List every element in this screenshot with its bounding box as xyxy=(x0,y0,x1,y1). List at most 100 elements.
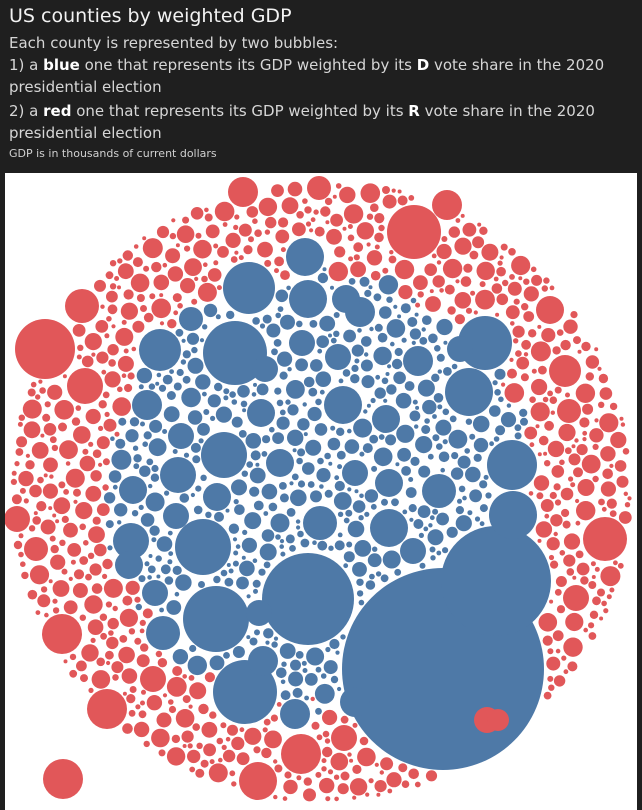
bubble-d[interactable] xyxy=(418,532,424,538)
bubble-d[interactable] xyxy=(427,453,434,460)
bubble-r[interactable] xyxy=(25,453,30,458)
bubble-r[interactable] xyxy=(35,610,41,615)
bubble-r[interactable] xyxy=(537,324,542,329)
bubble-d[interactable] xyxy=(249,467,266,484)
bubble-r[interactable] xyxy=(444,284,455,295)
bubble-d[interactable] xyxy=(146,458,154,466)
bubble-d[interactable] xyxy=(422,399,437,415)
bubble-r[interactable] xyxy=(493,276,499,282)
bubble-d[interactable] xyxy=(303,506,337,540)
bubble-r[interactable] xyxy=(143,265,150,272)
bubble-d[interactable] xyxy=(117,520,122,525)
bubble-r[interactable] xyxy=(112,397,131,416)
bubble-r[interactable] xyxy=(28,525,36,532)
bubble-r[interactable] xyxy=(104,333,110,339)
bubble-r[interactable] xyxy=(43,457,58,473)
bubble-r[interactable] xyxy=(142,236,147,241)
bubble-r[interactable] xyxy=(454,292,472,309)
bubble-d[interactable] xyxy=(369,573,375,580)
bubble-r[interactable] xyxy=(547,390,553,397)
bubble-r[interactable] xyxy=(352,764,362,775)
bubble-r[interactable] xyxy=(281,734,321,774)
bubble-r[interactable] xyxy=(15,319,75,379)
bubble-r[interactable] xyxy=(330,213,343,227)
bubble-r[interactable] xyxy=(599,616,604,621)
bubble-r[interactable] xyxy=(592,596,601,606)
bubble-r[interactable] xyxy=(538,613,558,632)
bubble-d[interactable] xyxy=(138,504,144,510)
bubble-r[interactable] xyxy=(231,781,237,787)
bubble-d[interactable] xyxy=(415,405,420,410)
bubble-r[interactable] xyxy=(576,562,590,576)
bubble-r[interactable] xyxy=(315,771,322,778)
bubble-r[interactable] xyxy=(439,288,444,293)
bubble-d[interactable] xyxy=(149,525,160,536)
bubble-d[interactable] xyxy=(191,346,198,354)
bubble-d[interactable] xyxy=(303,376,315,388)
bubble-d[interactable] xyxy=(386,319,406,338)
bubble-r[interactable] xyxy=(136,654,150,668)
bubble-r[interactable] xyxy=(38,379,43,384)
bubble-r[interactable] xyxy=(88,441,94,447)
bubble-r[interactable] xyxy=(575,520,581,526)
bubble-d[interactable] xyxy=(297,418,310,431)
bubble-r[interactable] xyxy=(528,329,537,338)
bubble-r[interactable] xyxy=(560,487,574,501)
bubble-d[interactable] xyxy=(118,417,127,426)
bubble-r[interactable] xyxy=(374,232,384,243)
bubble-r[interactable] xyxy=(238,255,244,261)
bubble-r[interactable] xyxy=(599,387,613,400)
bubble-d[interactable] xyxy=(322,267,327,272)
bubble-d[interactable] xyxy=(145,492,165,512)
bubble-d[interactable] xyxy=(498,396,504,403)
bubble-r[interactable] xyxy=(530,266,537,273)
bubble-r[interactable] xyxy=(243,245,253,255)
bubble-r[interactable] xyxy=(98,462,103,467)
bubble-r[interactable] xyxy=(549,285,555,291)
bubble-r[interactable] xyxy=(598,373,609,384)
bubble-r[interactable] xyxy=(521,303,529,311)
bubble-r[interactable] xyxy=(622,448,630,455)
bubble-d[interactable] xyxy=(320,673,327,679)
bubble-d[interactable] xyxy=(469,489,482,503)
bubble-r[interactable] xyxy=(538,365,547,375)
bubble-r[interactable] xyxy=(32,516,41,525)
bubble-d[interactable] xyxy=(330,337,337,344)
bubble-r[interactable] xyxy=(565,612,584,632)
bubble-r[interactable] xyxy=(10,478,17,485)
bubble-r[interactable] xyxy=(303,788,316,802)
bubble-r[interactable] xyxy=(573,336,581,345)
bubble-r[interactable] xyxy=(577,349,582,354)
bubble-r[interactable] xyxy=(448,226,460,238)
bubble-d[interactable] xyxy=(351,344,364,357)
bubble-d[interactable] xyxy=(266,449,294,477)
bubble-d[interactable] xyxy=(139,465,151,477)
bubble-r[interactable] xyxy=(307,176,331,200)
bubble-r[interactable] xyxy=(462,222,477,237)
bubble-r[interactable] xyxy=(540,499,554,512)
bubble-r[interactable] xyxy=(600,566,621,587)
bubble-r[interactable] xyxy=(281,197,299,215)
bubble-d[interactable] xyxy=(236,576,249,590)
bubble-r[interactable] xyxy=(49,535,56,542)
bubble-r[interactable] xyxy=(560,339,571,351)
bubble-d[interactable] xyxy=(187,655,207,676)
bubble-r[interactable] xyxy=(63,489,69,495)
bubble-r[interactable] xyxy=(195,768,205,778)
bubble-r[interactable] xyxy=(562,520,571,529)
bubble-d[interactable] xyxy=(302,668,308,673)
bubble-d[interactable] xyxy=(344,439,360,454)
bubble-d[interactable] xyxy=(325,344,351,370)
bubble-d[interactable] xyxy=(214,511,224,522)
bubble-d[interactable] xyxy=(248,646,278,676)
bubble-d[interactable] xyxy=(378,434,385,440)
bubble-d[interactable] xyxy=(268,502,278,512)
bubble-r[interactable] xyxy=(132,320,145,333)
bubble-r[interactable] xyxy=(296,775,302,781)
bubble-r[interactable] xyxy=(324,197,333,206)
bubble-r[interactable] xyxy=(398,285,413,300)
bubble-r[interactable] xyxy=(528,491,534,496)
bubble-r[interactable] xyxy=(55,519,60,524)
bubble-d[interactable] xyxy=(213,575,221,584)
bubble-r[interactable] xyxy=(227,724,238,736)
